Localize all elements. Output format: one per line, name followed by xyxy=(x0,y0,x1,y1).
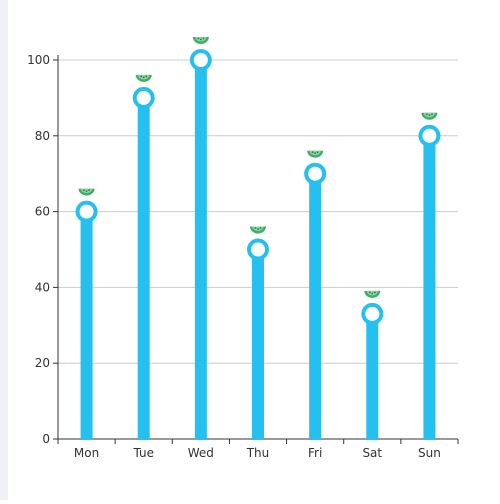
watermelon-seed xyxy=(373,291,376,294)
watermelon-seed xyxy=(316,151,319,154)
y-tick-label: 0 xyxy=(42,432,50,446)
watermelon-seed xyxy=(202,37,205,40)
watermelon-seed xyxy=(254,227,257,229)
bar xyxy=(80,211,93,439)
watermelon-slice-icon xyxy=(364,290,381,298)
bar-chart: 0 20 40 60 80 100 Mon Tue Wed Thu Fri Sat Sun xyxy=(27,37,459,460)
watermelon-seed xyxy=(368,291,371,294)
watermelon-seed xyxy=(431,113,433,116)
bar-end-marker xyxy=(75,200,98,223)
watermelon-seed xyxy=(371,292,374,295)
x-tick-label: Mon xyxy=(74,446,99,460)
x-tick-label: Sat xyxy=(362,446,382,460)
watermelon-seed xyxy=(145,75,148,78)
grid-lines xyxy=(58,59,458,364)
watermelon-seed xyxy=(259,227,262,229)
watermelon-seed xyxy=(428,114,431,117)
watermelon-slice-icon xyxy=(307,150,324,158)
bar xyxy=(309,173,322,439)
bar xyxy=(366,313,379,439)
x-tick-label: Wed xyxy=(188,446,214,460)
watermelon-seed xyxy=(311,151,314,154)
bar-end-marker xyxy=(304,162,327,185)
bars xyxy=(75,37,441,440)
y-tick-label: 20 xyxy=(35,356,50,370)
bar-end-marker xyxy=(418,124,441,147)
watermelon-seed xyxy=(426,113,428,116)
watermelon-slice-icon xyxy=(135,74,152,82)
bar xyxy=(252,249,264,439)
watermelon-seed xyxy=(83,189,85,191)
left-panel-strip xyxy=(0,0,8,500)
watermelon-seed xyxy=(140,75,143,78)
watermelon-slice-icon xyxy=(250,226,266,234)
y-tick-label: 40 xyxy=(35,280,50,294)
x-tick-label: Tue xyxy=(132,446,154,460)
bar xyxy=(194,60,207,439)
bar xyxy=(137,97,150,440)
tick-labels: 0 20 40 60 80 100 Mon Tue Wed Thu Fri Sat Sun xyxy=(27,53,441,460)
watermelon-seed xyxy=(257,228,259,230)
x-tick-label: Fri xyxy=(308,446,322,460)
watermelon-seed xyxy=(314,152,317,155)
bar xyxy=(423,135,436,440)
watermelon-seed xyxy=(142,76,145,79)
y-tick-label: 100 xyxy=(27,53,50,67)
x-tick-label: Sun xyxy=(418,446,441,460)
bar-end-marker xyxy=(361,302,384,325)
watermelon-seed xyxy=(88,189,90,191)
bar-end-marker xyxy=(132,86,155,109)
watermelon-seed xyxy=(197,37,200,40)
bar-end-marker xyxy=(189,49,212,71)
x-tick-label: Thu xyxy=(246,446,270,460)
watermelon-slice-icon xyxy=(192,37,209,44)
watermelon-seed xyxy=(199,38,202,41)
watermelon-slice-icon xyxy=(421,112,438,120)
y-tick-label: 80 xyxy=(35,129,50,143)
y-tick-label: 60 xyxy=(35,205,50,219)
chart-panel: 0 20 40 60 80 100 Mon Tue Wed Thu Fri Sat Sun xyxy=(8,0,500,500)
bar-end-marker xyxy=(247,238,269,261)
watermelon-seed xyxy=(85,190,88,192)
watermelon-slice-icon xyxy=(78,188,95,196)
